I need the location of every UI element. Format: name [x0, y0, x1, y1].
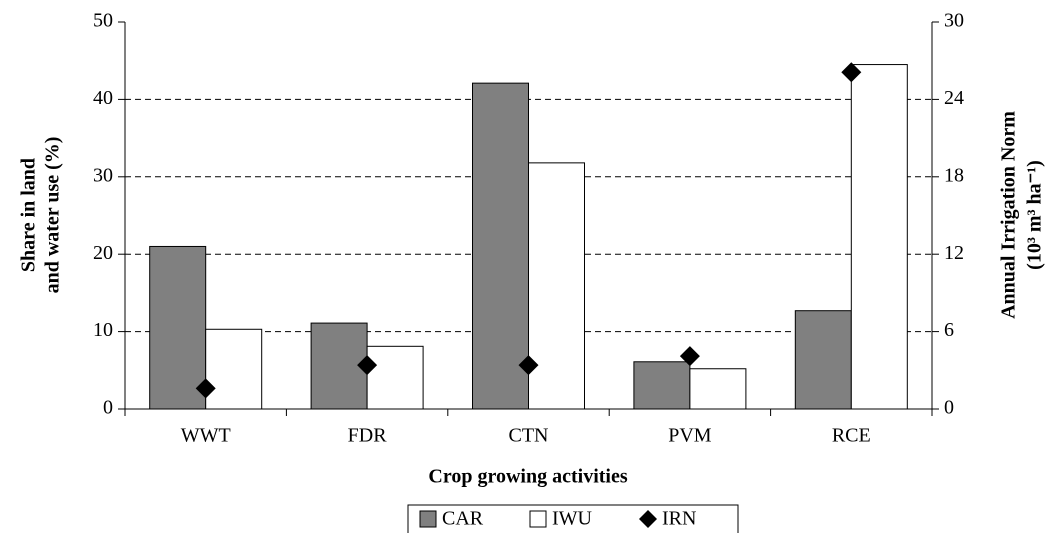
y2-axis-label-line: Annual Irrigation Norm [998, 111, 1020, 319]
legend-label: IRN [662, 508, 696, 530]
y-tick-label: 30 [93, 164, 113, 186]
bar [850, 64, 908, 410]
y2-tick-label: 24 [944, 87, 964, 109]
x-tick-label: CTN [509, 425, 549, 447]
y-tick-label: 20 [93, 242, 113, 264]
marker [679, 346, 700, 367]
bar [472, 82, 529, 410]
marker [357, 355, 378, 376]
x-tick-label: WWT [181, 425, 231, 447]
x-tick-label: PVM [668, 425, 712, 447]
legend-swatch [639, 510, 657, 528]
bar [689, 368, 747, 410]
marker [841, 62, 862, 83]
y2-axis-label-line: (10³ m³ ha⁻¹) [1024, 160, 1046, 270]
legend-swatch [419, 510, 437, 528]
bar [366, 345, 424, 410]
bar [633, 361, 691, 410]
y-axis-label-line: Share in land [18, 158, 40, 272]
x-tick-label: RCE [832, 425, 871, 447]
marker [518, 355, 539, 376]
y2-axis-label: Annual Irrigation Norm (10³ m³ ha⁻¹) [998, 111, 1046, 319]
y-tick-label: 0 [103, 397, 113, 419]
y-axis-label-line: and water use (%) [42, 137, 64, 294]
y2-tick-label: 0 [944, 397, 954, 419]
bar [794, 310, 852, 410]
legend-box [407, 504, 739, 533]
y2-tick-label: 18 [944, 164, 964, 186]
marker [195, 378, 216, 399]
bar [310, 322, 368, 410]
bar [528, 162, 585, 410]
y2-tick-label: 12 [944, 242, 964, 264]
bar [149, 245, 207, 410]
y-tick-label: 10 [93, 319, 113, 341]
y-axis-label: Share in land and water use (%) [18, 137, 64, 294]
y2-tick-label: 6 [944, 319, 954, 341]
legend-label: CAR [442, 508, 484, 530]
x-axis-label: Crop growing activities [428, 466, 627, 488]
y2-tick-label: 30 [944, 10, 964, 32]
x-tick-label: FDR [348, 425, 388, 447]
legend-label: IWU [552, 508, 593, 530]
y-tick-label: 40 [93, 87, 113, 109]
legend-swatch [529, 510, 547, 528]
bar [205, 328, 263, 410]
y-tick-label: 50 [93, 10, 113, 32]
